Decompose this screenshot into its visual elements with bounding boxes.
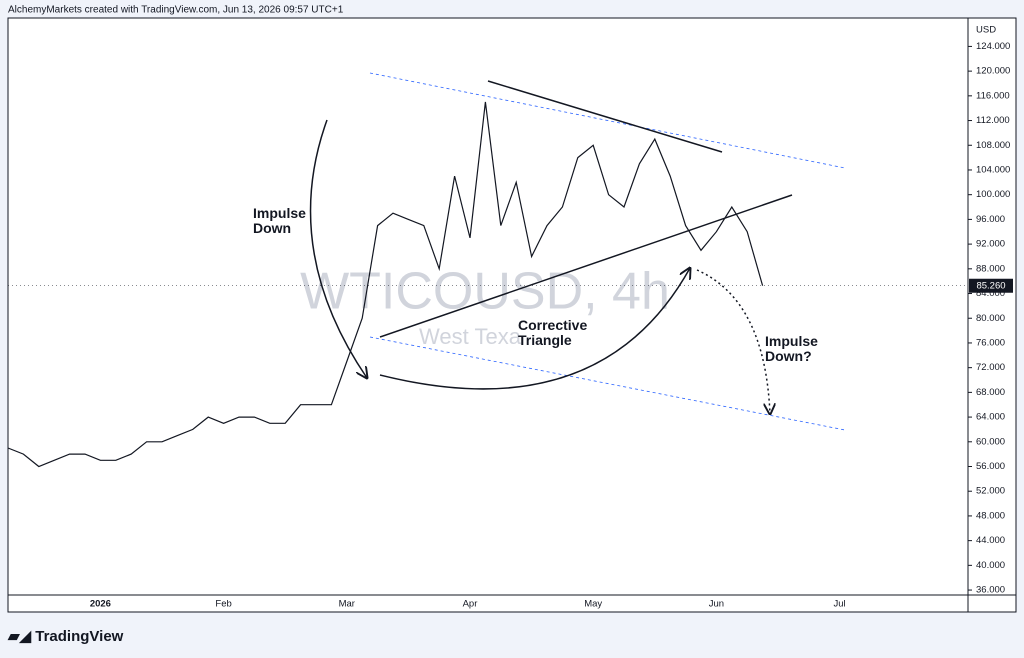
- watermark: WTICOUSD, 4h: [300, 263, 670, 321]
- annotation: Corrective Triangle: [518, 317, 587, 348]
- y-tick-label: 80.000: [976, 313, 1005, 324]
- x-tick-label: Apr: [463, 599, 478, 610]
- y-tick-label: 124.000: [976, 41, 1010, 52]
- last-price-label: 85.260: [976, 280, 1005, 291]
- x-tick-label: Jul: [834, 599, 846, 610]
- y-tick-label: 96.000: [976, 214, 1005, 225]
- x-tick-label: Feb: [215, 599, 231, 610]
- y-tick-label: 112.000: [976, 115, 1010, 126]
- y-tick-label: 64.000: [976, 412, 1005, 423]
- y-tick-label: 84.000: [976, 288, 1005, 299]
- annotation: Impulse Down: [253, 205, 306, 236]
- y-tick-label: 60.000: [976, 436, 1005, 447]
- price-line: [7, 101, 764, 468]
- arrow: [309, 119, 367, 378]
- y-tick-label: 76.000: [976, 337, 1005, 348]
- x-tick-label: May: [584, 599, 602, 610]
- y-tick-label: 104.000: [976, 164, 1010, 175]
- last-price-badge: [969, 278, 1013, 293]
- y-tick-label: 40.000: [976, 560, 1005, 571]
- y-axis-label: USD: [976, 25, 996, 36]
- logo-mark: ▰◢: [7, 628, 35, 645]
- footer-text: TradingView: [35, 628, 123, 645]
- annotation: Impulse Down?: [765, 333, 818, 364]
- header: AlchemyMarkets created with TradingView.…: [8, 5, 344, 16]
- y-tick-label: 52.000: [976, 486, 1005, 497]
- triangle-bottom: [379, 194, 793, 338]
- y-tick-label: 92.000: [976, 239, 1005, 250]
- x-tick-label: Jun: [709, 599, 724, 610]
- x-tick-label: Mar: [339, 599, 355, 610]
- x-tick-label: 2026: [90, 599, 111, 610]
- y-tick-label: 72.000: [976, 362, 1005, 373]
- channel-top: [369, 72, 846, 169]
- y-tick-label: 36.000: [976, 585, 1005, 596]
- triangle-top: [487, 80, 723, 153]
- y-tick-label: 44.000: [976, 535, 1005, 546]
- y-tick-label: 48.000: [976, 510, 1005, 521]
- watermark-subtitle: West Texa: [419, 324, 522, 349]
- y-tick-label: 100.000: [976, 189, 1010, 200]
- y-tick-label: 88.000: [976, 263, 1005, 274]
- y-tick-label: 68.000: [976, 387, 1005, 398]
- chart-panel: [7, 17, 1017, 613]
- footer-logo: ▰◢ TradingView: [7, 628, 124, 645]
- arrow: [379, 268, 690, 390]
- y-tick-label: 108.000: [976, 140, 1010, 151]
- y-tick-label: 116.000: [976, 90, 1010, 101]
- y-tick-label: 56.000: [976, 461, 1005, 472]
- y-tick-label: 120.000: [976, 66, 1010, 77]
